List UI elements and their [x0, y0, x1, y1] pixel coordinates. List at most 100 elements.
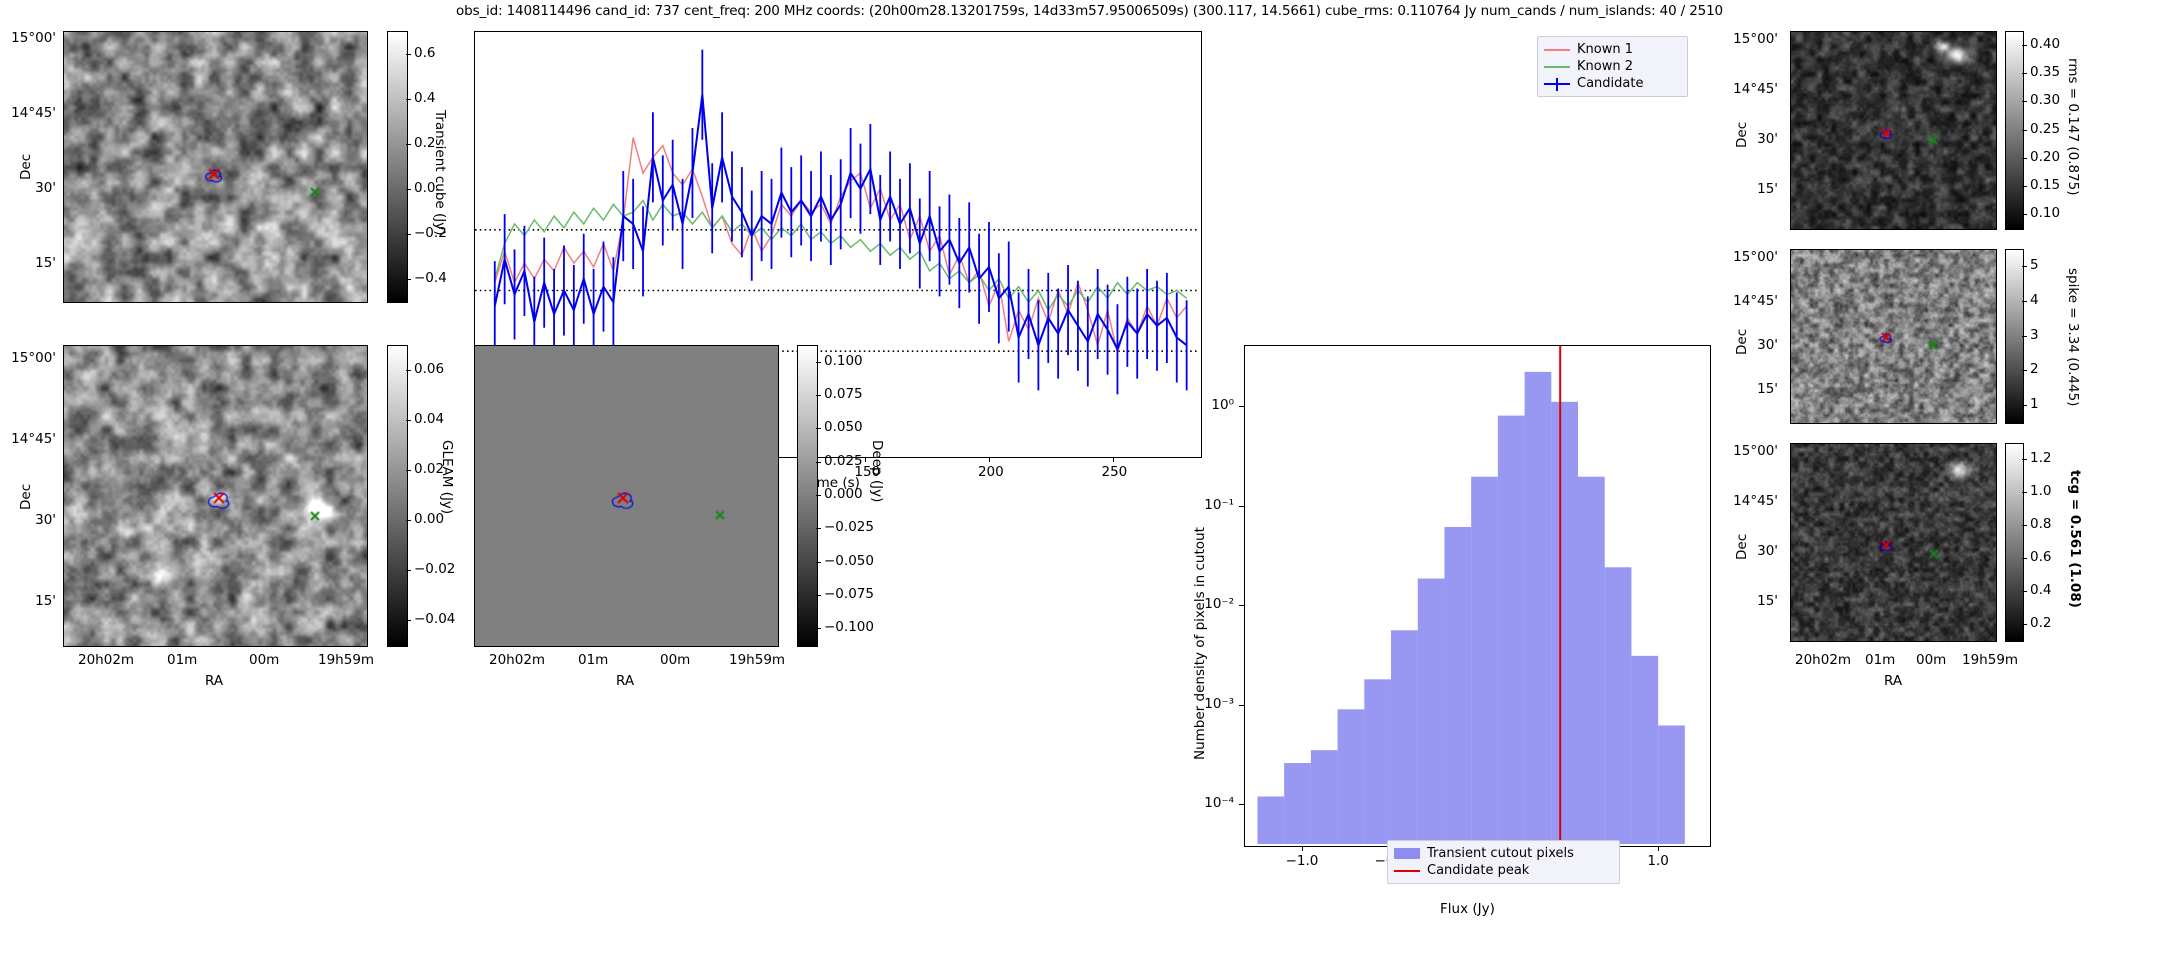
- ra-tick-label: 20h02m: [489, 652, 545, 668]
- colorbar-tick-mark: [2022, 405, 2027, 406]
- colorbar-tick-mark: [406, 189, 411, 190]
- deep-image[interactable]: [474, 345, 779, 647]
- colorbar-tick-mark: [2022, 158, 2027, 159]
- histogram-ytick-label: 10⁻⁴: [1204, 795, 1234, 811]
- gleam-colorbar-label: GLEAM (Jy): [439, 440, 455, 515]
- colorbar-tick-mark: [406, 99, 411, 100]
- colorbar-tick-mark: [2022, 186, 2027, 187]
- flux-histogram-plot[interactable]: [1244, 345, 1711, 847]
- histogram-xtick-mark: [1658, 846, 1659, 851]
- colorbar-tick-label: −0.100: [824, 619, 874, 635]
- dec-tick-label: 14°45': [1733, 293, 1778, 309]
- ra-tick-text: 20h02m: [489, 652, 546, 668]
- legend-label: Known 1: [1577, 42, 1633, 57]
- colorbar-tick-label: 0.000: [824, 486, 863, 502]
- colorbar-tick-label: 0.00: [414, 511, 445, 527]
- legend-label: Transient cutout pixels: [1427, 846, 1574, 861]
- colorbar-tick-label: 0.04: [414, 411, 445, 427]
- dec-tick-label: 30': [1757, 337, 1778, 353]
- histogram-ytick-label: 10⁻³: [1204, 696, 1234, 712]
- ra-tick-label: 00m: [249, 652, 279, 668]
- colorbar-tick-label: 0.0: [414, 180, 436, 196]
- colorbar-tick-mark: [2022, 492, 2027, 493]
- colorbar-tick-mark: [2022, 130, 2027, 131]
- colorbar-tick-label: 0.20: [2030, 149, 2061, 165]
- lightcurve-series-candidate: [493, 94, 1188, 352]
- dec-tick-label: 15': [1757, 181, 1778, 197]
- colorbar-tick-mark: [816, 428, 821, 429]
- colorbar-tick-mark: [2022, 301, 2027, 302]
- colorbar-tick-label: 3: [2030, 327, 2039, 343]
- transient-cube-image[interactable]: [63, 31, 368, 303]
- histogram-ytick-mark: [1239, 406, 1244, 407]
- colorbar-tick-mark: [406, 620, 411, 621]
- rms-image[interactable]: [1790, 31, 1997, 230]
- colorbar-tick-mark: [2022, 45, 2027, 46]
- histogram-ytick-label: 10⁻¹: [1204, 497, 1234, 513]
- ra-tick-text: 20h02m: [78, 652, 135, 668]
- dec-tick-label: 15': [1757, 381, 1778, 397]
- colorbar-tick-mark: [816, 628, 821, 629]
- dec-axis-label: Dec: [18, 153, 34, 180]
- ra-tick-text: 01m: [1865, 652, 1896, 668]
- colorbar-tick-label: 0.10: [2030, 205, 2061, 221]
- gleam-image[interactable]: [63, 345, 368, 647]
- histogram-xtick-label: 1.0: [1647, 853, 1669, 869]
- colorbar-tick-mark: [816, 528, 821, 529]
- tcg-image[interactable]: [1790, 443, 1997, 642]
- colorbar-tick-mark: [406, 370, 411, 371]
- colorbar-tick-mark: [2022, 525, 2027, 526]
- colorbar-tick-mark: [406, 144, 411, 145]
- lightcurve-xtick-mark: [865, 457, 866, 462]
- colorbar-tick-mark: [406, 470, 411, 471]
- dec-tick-label: 15°00': [1733, 249, 1778, 265]
- dec-tick-label: 30': [1757, 131, 1778, 147]
- colorbar-tick-label: −0.075: [824, 586, 874, 602]
- colorbar-tick-label: 2: [2030, 361, 2039, 377]
- colorbar-tick-label: 0.25: [2030, 121, 2061, 137]
- lightcurve-legend: Known 1 Known 2 Candidate: [1537, 36, 1688, 97]
- histogram-legend: Transient cutout pixels Candidate peak: [1387, 840, 1620, 884]
- spike-image[interactable]: [1790, 249, 1997, 424]
- lightcurve-xtick-label: 150: [854, 464, 881, 480]
- colorbar-tick-mark: [2022, 101, 2027, 102]
- colorbar-tick-label: 0.4: [414, 90, 436, 106]
- colorbar-tick-mark: [2022, 336, 2027, 337]
- legend-item-cutout-pixels: Transient cutout pixels: [1394, 845, 1612, 862]
- colorbar-tick-mark: [816, 595, 821, 596]
- ra-tick-text: 00m: [660, 652, 691, 668]
- ra-tick-label: 01m: [578, 652, 608, 668]
- legend-item-known2: Known 2: [1544, 58, 1680, 75]
- colorbar-tick-label: 0.2: [2030, 615, 2052, 631]
- colorbar-tick-mark: [2022, 591, 2027, 592]
- histogram-ytick-label: 10⁻²: [1204, 596, 1234, 612]
- ra-tick-label: 00m: [660, 652, 690, 668]
- deep-colorbar-label: Deep (Jy): [869, 440, 885, 503]
- ra-tick-text: 19h59m: [729, 652, 786, 668]
- colorbar-tick-label: 0.2: [414, 135, 436, 151]
- ra-tick-text: 01m: [578, 652, 609, 668]
- candidate-errorbars: [493, 49, 1188, 395]
- lightcurve-xaxis-text: Time (s): [805, 475, 860, 491]
- colorbar-tick-mark: [2022, 624, 2027, 625]
- colorbar-tick-mark: [816, 462, 821, 463]
- dec-axis-label: Dec: [1734, 328, 1750, 355]
- histogram-yaxis-text: Number density of pixels in cutout: [1192, 527, 1208, 760]
- dec-tick-label: 30': [35, 512, 56, 528]
- colorbar-tick-mark: [2022, 459, 2027, 460]
- colorbar-tick-mark: [2022, 214, 2027, 215]
- legend-label: Known 2: [1577, 59, 1633, 74]
- legend-label: Candidate: [1577, 76, 1644, 91]
- colorbar-tick-label: 0.35: [2030, 64, 2061, 80]
- colorbar-tick-label: −0.2: [414, 225, 447, 241]
- transient-cube-colorbar: [387, 31, 408, 303]
- spike-colorbar-label: spike = 3.34 (0.445): [2065, 268, 2081, 407]
- histogram-ytick-label: 10⁰: [1211, 397, 1234, 413]
- gleam-colorbar: [387, 345, 408, 647]
- ra-tick-text: 19h59m: [318, 652, 375, 668]
- dec-axis-label: Dec: [1734, 121, 1750, 148]
- dec-tick-label: 15°00': [11, 30, 56, 46]
- ra-tick-text: 00m: [1916, 652, 1947, 668]
- colorbar-tick-mark: [406, 234, 411, 235]
- dec-tick-label: 15°00': [1733, 443, 1778, 459]
